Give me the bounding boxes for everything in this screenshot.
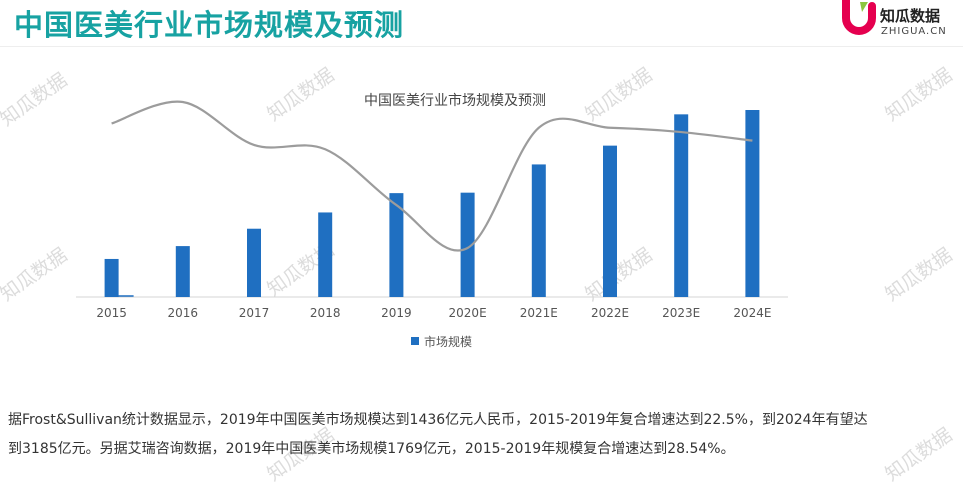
caption: 据Frost&Sullivan统计数据显示，2019年中国医美市场规模达到143… [8, 406, 948, 464]
x-tick-label: 2020E [449, 306, 487, 320]
page-title: 中国医美行业市场规模及预测 [14, 8, 405, 42]
bar-2024E [745, 110, 760, 297]
x-tick-label: 2021E [520, 306, 558, 320]
caption-line-1: 据Frost&Sullivan统计数据显示，2019年中国医美市场规模达到143… [8, 412, 868, 428]
x-tick-label: 2018 [310, 306, 341, 320]
market-size-chart: 中国医美行业市场规模及预测 2015 2016 2017 2018 2019 2020E 20… [76, 92, 788, 349]
x-tick-label: 2015 [96, 306, 127, 320]
bar-2020E [460, 192, 475, 297]
logo-mark-icon [842, 0, 876, 35]
bar-2023E [674, 114, 689, 297]
caption-line-2: 到3185亿元。另据艾瑞咨询数据，2019年中国医美市场规模1769亿元，201… [8, 441, 735, 457]
x-tick-label: 2019 [381, 306, 412, 320]
bar-2016 [175, 246, 190, 297]
logo-subtext: ZHIGUA.CN [881, 26, 947, 37]
bar-2017 [247, 228, 261, 297]
bar-2015 [104, 258, 119, 297]
bar-2019 [389, 193, 404, 297]
chart-title: 中国医美行业市场规模及预测 [364, 92, 546, 109]
legend-label: 市场规模 [424, 334, 472, 349]
legend-swatch [411, 337, 419, 345]
x-tick-label: 2023E [662, 306, 700, 320]
zhigua-logo: 知瓜数据 ZHIGUA.CN [828, 0, 963, 46]
bar-2018 [318, 212, 333, 297]
growth-line [111, 100, 753, 252]
bar-2021E [531, 164, 546, 297]
x-tick-label: 2022E [591, 306, 629, 320]
x-tick-label: 2024E [733, 306, 771, 320]
x-tick-label: 2016 [168, 306, 199, 320]
bar-2022E [603, 145, 617, 297]
header-divider [0, 46, 963, 47]
logo-text: 知瓜数据 [880, 7, 941, 25]
x-tick-label: 2017 [239, 306, 270, 320]
